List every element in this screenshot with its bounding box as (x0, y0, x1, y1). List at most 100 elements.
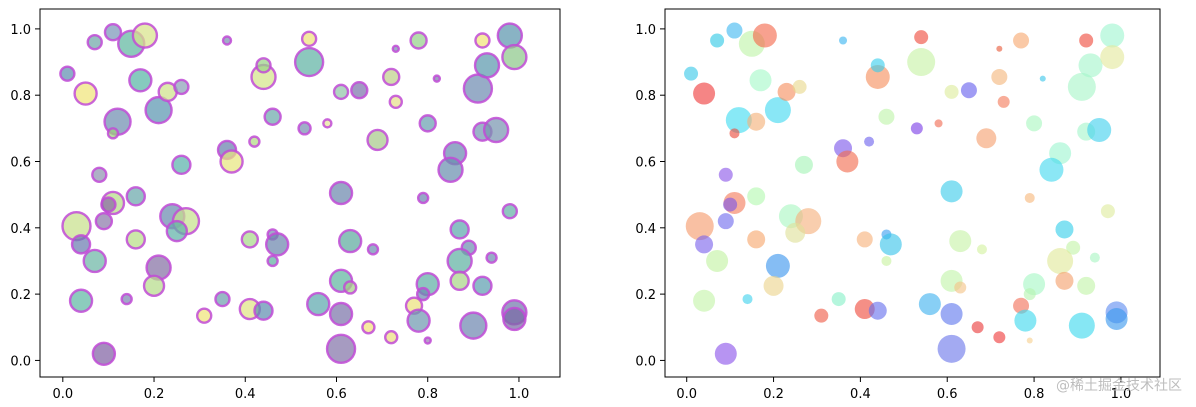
scatter-point (415, 286, 431, 302)
scatter-point (1047, 247, 1074, 274)
scatter-point (361, 320, 376, 335)
scatter-point (173, 78, 190, 96)
scatter-point (306, 291, 331, 317)
scatter-point (297, 121, 312, 136)
scatter-point (131, 22, 159, 49)
scatter-point (1089, 252, 1100, 263)
scatter-point (266, 254, 279, 268)
scatter-point (714, 342, 737, 365)
scatter-point (693, 289, 716, 312)
scatter-point (763, 275, 784, 296)
scatter-point (142, 274, 166, 298)
scatter-point (103, 23, 123, 42)
scatter-point (449, 219, 470, 240)
y-tick-label: 0.6 (10, 156, 31, 171)
scatter-point (934, 119, 943, 128)
scatter-point (1100, 23, 1125, 48)
x-tick-label: 0.2 (763, 387, 784, 402)
scatter-point (1077, 276, 1096, 295)
scatter-point (332, 83, 350, 101)
scatter-point (993, 331, 1006, 344)
scatter-point (706, 249, 729, 272)
scatter-point (836, 150, 859, 173)
scatter-point (971, 321, 984, 334)
scatter-point (68, 288, 94, 313)
scatter-point (219, 149, 244, 174)
x-tick-label: 0.6 (326, 387, 347, 402)
scatter-point (940, 303, 963, 326)
scatter-point (785, 222, 806, 243)
scatter-point (462, 73, 494, 104)
x-tick-label: 1.0 (509, 387, 530, 402)
y-tick-label: 0.0 (635, 354, 656, 369)
scatter-point (693, 82, 716, 105)
scatter-point (388, 94, 403, 110)
scatter-point (856, 231, 873, 248)
x-tick-label: 0.4 (850, 387, 871, 402)
scatter-point (717, 213, 734, 230)
scatter-point (1026, 337, 1033, 344)
scatter-point (881, 255, 892, 266)
scatter-point (501, 203, 519, 220)
scatter-point (337, 228, 363, 254)
scatter-point (839, 36, 848, 45)
x-tick-label: 0.6 (937, 387, 958, 402)
scatter-point (366, 128, 389, 152)
scatter-point (423, 336, 432, 345)
scatter-point (196, 307, 213, 324)
scatter-point (814, 308, 829, 323)
scatter-point (482, 116, 510, 144)
scatter-point (878, 108, 895, 125)
scatter-point (263, 107, 282, 126)
scatter-point (1087, 118, 1112, 143)
scatter-point (997, 95, 1010, 108)
scatter-point (937, 334, 966, 363)
scatter-point (1024, 192, 1035, 203)
scatter-point (725, 107, 752, 134)
scatter-point (432, 74, 442, 83)
scatter-point (940, 180, 963, 203)
y-tick-label: 0.2 (635, 288, 656, 303)
scatter-point (1055, 271, 1074, 290)
y-tick-label: 0.0 (10, 354, 31, 369)
scatter-point (1023, 288, 1036, 301)
y-tick-label: 0.4 (10, 222, 31, 237)
y-tick-label: 0.2 (10, 288, 31, 303)
scatter-point (752, 23, 777, 48)
scatter-point (473, 52, 501, 79)
scatter-point (1014, 309, 1037, 332)
scatter-point (214, 290, 231, 308)
x-tick-label: 0.8 (1024, 387, 1045, 402)
scatter-point (472, 275, 493, 297)
x-tick-label: 0.8 (417, 387, 438, 402)
left-scatter-plot: 0.0 0.2 0.4 0.6 0.8 1.0 0.0 0.2 0.4 0.6 0.8 1.0 (10, 8, 561, 402)
scatter-point (718, 167, 733, 182)
scatter-point (870, 58, 885, 73)
scatter-point (777, 82, 796, 101)
scatter-point (949, 230, 972, 253)
scatter-point (685, 212, 714, 241)
scatter-point (70, 234, 92, 255)
y-tick-label: 0.8 (10, 89, 31, 104)
scatter-point (255, 57, 272, 74)
x-tick-label: 0.4 (235, 387, 256, 402)
scatter-point (976, 244, 987, 255)
scatter-point (248, 135, 261, 148)
scatter-point (1013, 32, 1030, 49)
y-tick-label: 0.6 (635, 156, 656, 171)
scatter-point (710, 33, 725, 48)
axes-frame (664, 8, 1161, 378)
scatter-point (406, 308, 431, 333)
scatter-point (328, 301, 354, 327)
scatter-point (1067, 72, 1096, 101)
scatter-point (747, 112, 766, 131)
scatter-point (864, 136, 875, 147)
scatter-point (976, 128, 997, 149)
scatter-point (1078, 53, 1103, 78)
scatter-point (742, 294, 753, 305)
scatter-point (1066, 240, 1081, 255)
scatter-point (342, 280, 358, 295)
y-tick-label: 1.0 (635, 23, 656, 38)
scatter-point (73, 81, 98, 106)
